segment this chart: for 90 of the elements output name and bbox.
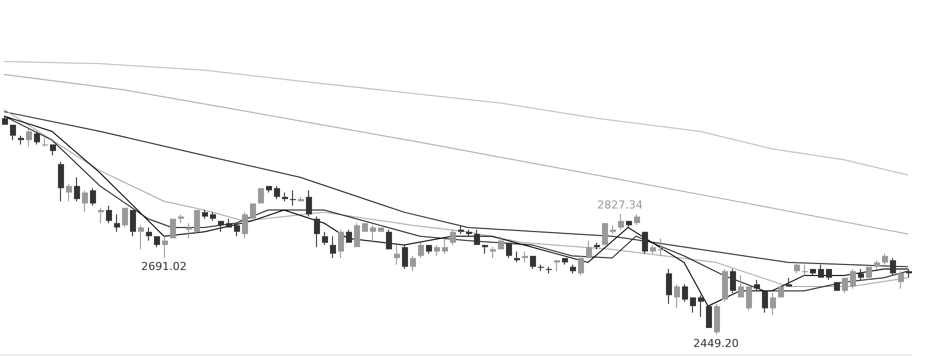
- candlestick: [34, 130, 40, 145]
- candlestick: [370, 224, 376, 244]
- candlestick: [514, 251, 520, 263]
- candlestick: [770, 292, 776, 316]
- candlestick: [786, 277, 792, 286]
- candlestick: [114, 214, 120, 232]
- candlestick: [146, 226, 152, 242]
- candlestick: [858, 268, 864, 280]
- candlestick: [306, 190, 312, 218]
- candlestick: [178, 214, 184, 224]
- candlestick: [698, 294, 704, 318]
- candlestick: [274, 185, 280, 200]
- candlestick: [898, 270, 904, 290]
- candlestick: [290, 190, 296, 206]
- candlestick: [474, 229, 480, 245]
- candlestick: [826, 268, 832, 280]
- candlestick: [402, 244, 408, 270]
- candlestick: [434, 244, 440, 256]
- candlestick: [674, 284, 680, 309]
- candlestick: [818, 264, 824, 278]
- candlestick: [50, 144, 56, 156]
- candlestick: [666, 268, 672, 304]
- candlestick: [330, 236, 336, 259]
- candlestick: [578, 255, 584, 276]
- candlestick: [186, 222, 192, 239]
- candlestick: [850, 268, 856, 290]
- candlestick: [882, 253, 888, 266]
- candlestick: [714, 303, 720, 336]
- annotation: 2691.02: [141, 260, 187, 273]
- candlestick: [466, 229, 472, 237]
- candlestick: [66, 183, 72, 202]
- candlestick: [594, 242, 600, 250]
- candlestick: [322, 231, 328, 246]
- candlestick: [442, 238, 448, 254]
- candlestick: [410, 255, 416, 272]
- candlestick: [498, 236, 504, 250]
- candlestick: [650, 244, 656, 254]
- candlestick: [618, 214, 624, 230]
- candlestick: [794, 262, 800, 274]
- candlestick: [874, 260, 880, 270]
- candlestick: [162, 236, 168, 258]
- annotation: 2827.34: [597, 198, 643, 212]
- candlestick: [90, 188, 96, 206]
- candlestick: [314, 216, 320, 248]
- candlestick: [522, 251, 528, 263]
- candlestick: [762, 290, 768, 314]
- candlestick: [10, 124, 16, 141]
- candlestick: [26, 128, 32, 148]
- candlestick: [386, 229, 392, 250]
- candlestick: [570, 264, 576, 274]
- candlestick: [802, 264, 808, 276]
- candlestick: [130, 210, 136, 237]
- candlestick: [866, 266, 872, 280]
- candlestick: [74, 176, 80, 202]
- candlestick: [906, 268, 912, 278]
- candlestick: [394, 244, 400, 266]
- candlestick: [450, 229, 456, 246]
- candlestick: [730, 268, 736, 294]
- candlestick: [282, 192, 288, 202]
- annotation: 2449.20: [693, 336, 739, 350]
- candlestick: [18, 135, 24, 145]
- candlestick: [738, 275, 744, 298]
- candlestick: [338, 229, 344, 259]
- candlestick: [210, 212, 216, 222]
- candlestick: [418, 242, 424, 259]
- candlestick: [482, 244, 488, 254]
- candlestick: [610, 224, 616, 235]
- candlestick: [554, 260, 560, 272]
- candlestick: [346, 229, 352, 243]
- candlestick: [242, 212, 248, 239]
- candlestick: [354, 222, 360, 248]
- candlestick: [722, 268, 728, 302]
- candlestick: [754, 279, 760, 292]
- candlestick: [82, 190, 88, 213]
- candlestick: [682, 284, 688, 302]
- candlestick: [586, 240, 592, 258]
- candlestick: [658, 238, 664, 256]
- candlestick: [218, 220, 224, 232]
- candlestick: [634, 214, 640, 226]
- candlestick: [58, 161, 64, 202]
- candlestick: [106, 205, 112, 224]
- candlestick: [890, 258, 896, 276]
- candlestick: [202, 209, 208, 220]
- candlestick: [690, 297, 696, 314]
- candlestick: [226, 218, 232, 228]
- candlestick: [234, 222, 240, 237]
- candlestick: [138, 224, 144, 250]
- candlestick: [98, 207, 104, 224]
- candlestick: [458, 224, 464, 235]
- candlestick: [490, 246, 496, 259]
